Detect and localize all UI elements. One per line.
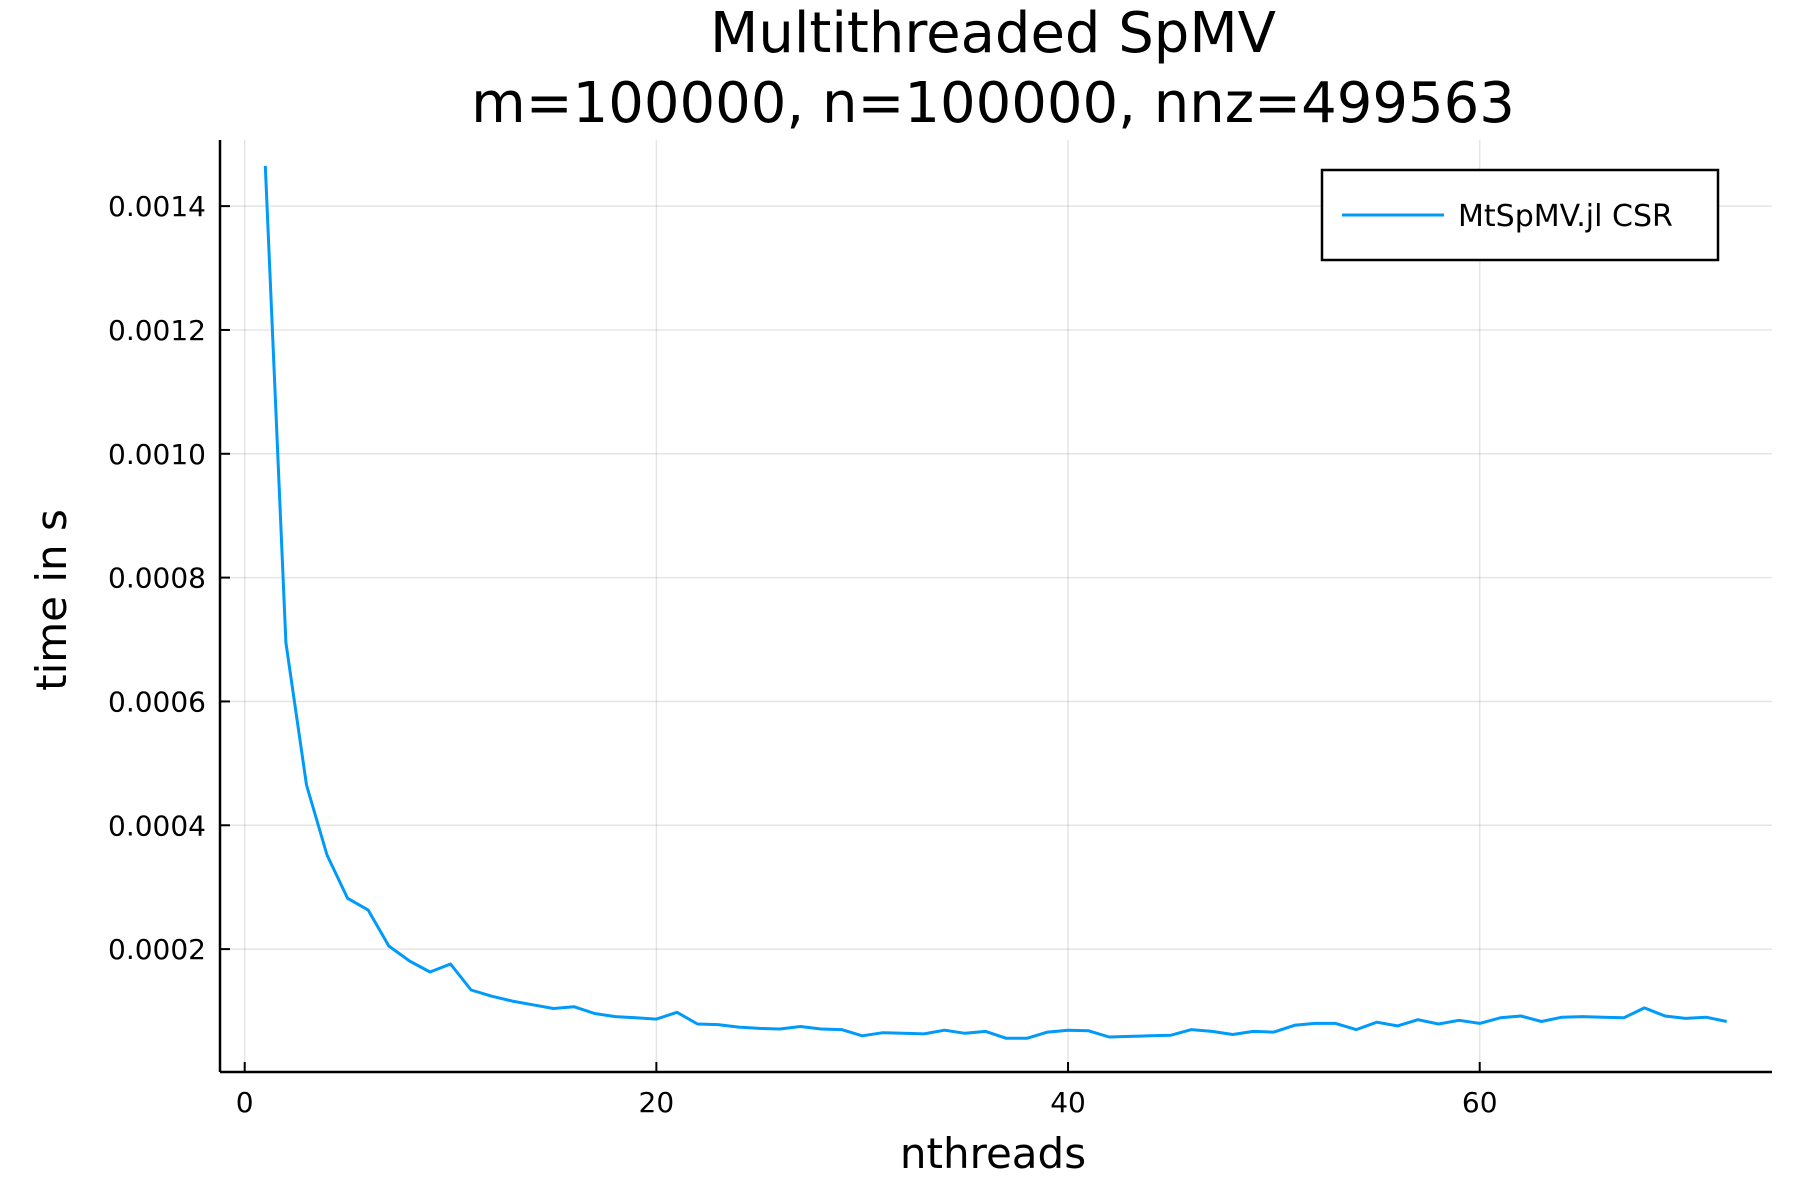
legend: MtSpMV.jl CSR [1320,168,1720,262]
grid [220,140,1772,1072]
x-tick-label: 60 [1462,1086,1498,1119]
y-tick-label: 0.0002 [108,933,206,966]
y-tick-label: 0.0006 [108,685,206,718]
series-line-mtspmv-csr [263,165,1728,1040]
x-axis-label: nthreads [900,1129,1086,1178]
chart-title: Multithreaded SpMV [710,1,1276,66]
y-tick-label: 0.0008 [108,562,206,595]
y-axis-label: time in s [27,509,76,691]
series-layer [263,165,1728,1040]
x-tick-label: 40 [1050,1086,1086,1119]
x-tick-label: 20 [639,1086,675,1119]
legend-label: MtSpMV.jl CSR [1458,199,1673,234]
chart-subtitle: m=100000, n=100000, nnz=499563 [471,71,1515,136]
y-tick-label: 0.0012 [108,314,206,347]
tick-labels: 0 20 40 60 0.0002 0.0004 0.0006 0.0008 0.0010 0.0… [108,190,1498,1119]
y-tick-label: 0.0010 [108,438,206,471]
y-tick-label: 0.0004 [108,809,206,842]
x-tick-label: 0 [236,1086,254,1119]
axes [218,140,1772,1074]
y-tick-label: 0.0014 [108,190,206,223]
